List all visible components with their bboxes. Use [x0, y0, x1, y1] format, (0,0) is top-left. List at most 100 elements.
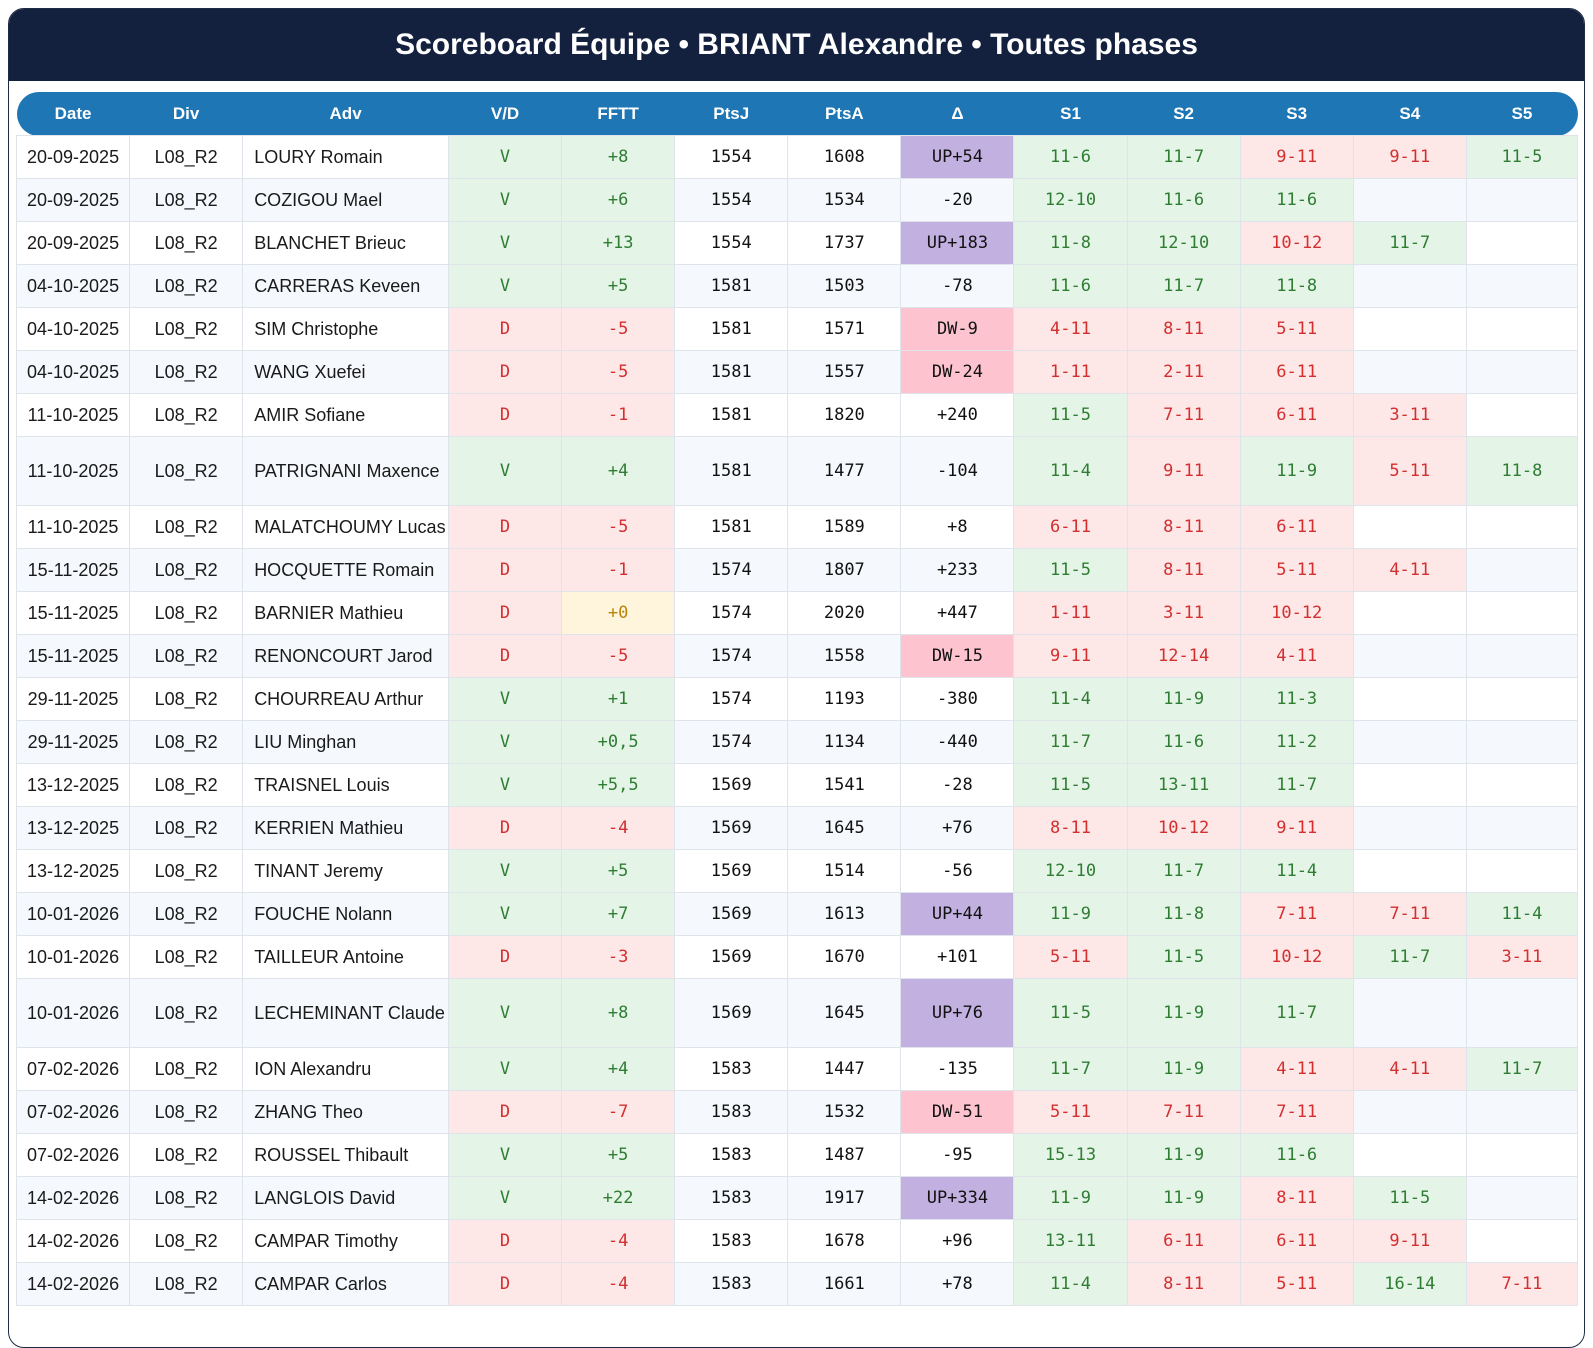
table-row[interactable]: 13-12-2025 L08_R2 KERRIEN Mathieu D -4 1569 16…	[15, 806, 1579, 850]
column-header[interactable]: Div	[129, 92, 243, 136]
fftt-points: +5	[561, 264, 676, 308]
set-score-4: 9-11	[1352, 1219, 1467, 1263]
result-badge: D	[447, 350, 563, 394]
table-row[interactable]: 10-01-2026 L08_R2 TAILLEUR Antoine D -3 1569 1…	[15, 935, 1579, 979]
opponent-name: CAMPAR Carlos	[242, 1262, 449, 1306]
opponent-name: PATRIGNANI Maxence	[242, 436, 449, 506]
table-row[interactable]: 15-11-2025 L08_R2 RENONCOURT Jarod D -5 1574 1…	[15, 634, 1579, 678]
set-score-1: 11-6	[1013, 264, 1128, 308]
division: L08_R2	[129, 221, 244, 265]
division: L08_R2	[129, 892, 244, 936]
scoreboard-table-wrapper: Date Div Adv V/D FFTT PtsJ PtsA Δ S1 S2 S3 S4 S5 20-…	[15, 92, 1579, 1306]
points-delta: UP+334	[900, 1176, 1015, 1220]
set-score-5	[1465, 806, 1579, 850]
column-header[interactable]: Δ	[900, 92, 1014, 136]
table-row[interactable]: 29-11-2025 L08_R2 CHOURREAU Arthur V +1 1574 1…	[15, 677, 1579, 721]
set-score-2: 12-14	[1126, 634, 1241, 678]
set-score-4: 11-7	[1352, 935, 1467, 979]
set-score-2: 11-9	[1126, 978, 1241, 1048]
set-score-1: 11-6	[1013, 135, 1128, 179]
table-row[interactable]: 11-10-2025 L08_R2 MALATCHOUMY Lucas D -5 1581…	[15, 505, 1579, 549]
set-score-4	[1352, 978, 1467, 1048]
table-row[interactable]: 15-11-2025 L08_R2 HOCQUETTE Romain D -1 1574 1…	[15, 548, 1579, 592]
table-row[interactable]: 07-02-2026 L08_R2 ZHANG Theo D -7 1583 1532 DW-…	[15, 1090, 1579, 1134]
player-points: 1581	[674, 264, 789, 308]
column-header[interactable]: S5	[1466, 92, 1578, 136]
fftt-points: -1	[561, 393, 676, 437]
table-row[interactable]: 04-10-2025 L08_R2 SIM Christophe D -5 1581 157…	[15, 307, 1579, 351]
points-delta: UP+183	[900, 221, 1015, 265]
set-score-5	[1465, 978, 1579, 1048]
points-delta: -95	[900, 1133, 1015, 1177]
set-score-3: 6-11	[1239, 350, 1354, 394]
set-score-3: 5-11	[1239, 1262, 1354, 1306]
set-score-2: 11-7	[1126, 264, 1241, 308]
set-score-5: 7-11	[1465, 1262, 1579, 1306]
opponent-name: FOUCHE Nolann	[242, 892, 449, 936]
opponent-points: 1645	[787, 978, 902, 1048]
column-header[interactable]: S3	[1240, 92, 1354, 136]
column-header[interactable]: V/D	[448, 92, 562, 136]
fftt-points: +0	[561, 591, 676, 635]
opponent-points: 1737	[787, 221, 902, 265]
table-row[interactable]: 13-12-2025 L08_R2 TINANT Jeremy V +5 1569 1514…	[15, 849, 1579, 893]
set-score-4	[1352, 350, 1467, 394]
column-header[interactable]: S1	[1013, 92, 1128, 136]
set-score-2: 11-8	[1126, 892, 1241, 936]
fftt-points: -5	[561, 307, 676, 351]
player-points: 1581	[674, 307, 789, 351]
table-row[interactable]: 11-10-2025 L08_R2 AMIR Sofiane D -1 1581 1820 +…	[15, 393, 1579, 437]
table-row[interactable]: 14-02-2026 L08_R2 CAMPAR Timothy D -4 1583 167…	[15, 1219, 1579, 1263]
column-header[interactable]: PtsJ	[674, 92, 788, 136]
table-row[interactable]: 14-02-2026 L08_R2 LANGLOIS David V +22 1583 19…	[15, 1176, 1579, 1220]
table-row[interactable]: 04-10-2025 L08_R2 WANG Xuefei D -5 1581 1557 DW…	[15, 350, 1579, 394]
table-row[interactable]: 14-02-2026 L08_R2 CAMPAR Carlos D -4 1583 1661…	[15, 1262, 1579, 1306]
table-row[interactable]: 13-12-2025 L08_R2 TRAISNEL Louis V +5,5 1569 1…	[15, 763, 1579, 807]
player-points: 1581	[674, 393, 789, 437]
table-row[interactable]: 10-01-2026 L08_R2 LECHEMINANT Claude V +8 156…	[15, 978, 1579, 1048]
player-points: 1583	[674, 1262, 789, 1306]
opponent-points: 1134	[787, 720, 902, 764]
scoreboard-table: Date Div Adv V/D FFTT PtsJ PtsA Δ S1 S2 S3 S4 S5 20-…	[15, 92, 1579, 1306]
column-header[interactable]: S4	[1353, 92, 1467, 136]
set-score-5	[1465, 1219, 1579, 1263]
opponent-points: 1807	[787, 548, 902, 592]
table-row[interactable]: 07-02-2026 L08_R2 ION Alexandru V +4 1583 1447…	[15, 1047, 1579, 1091]
set-score-1: 11-7	[1013, 1047, 1128, 1091]
opponent-name: LIU Minghan	[242, 720, 449, 764]
column-header[interactable]: Date	[16, 92, 130, 136]
table-row[interactable]: 15-11-2025 L08_R2 BARNIER Mathieu D +0 1574 20…	[15, 591, 1579, 635]
opponent-name: CAMPAR Timothy	[242, 1219, 449, 1263]
table-row[interactable]: 11-10-2025 L08_R2 PATRIGNANI Maxence V +4 158…	[15, 436, 1579, 506]
table-row[interactable]: 20-09-2025 L08_R2 COZIGOU Mael V +6 1554 1534-…	[15, 178, 1579, 222]
points-delta: +76	[900, 806, 1015, 850]
player-points: 1581	[674, 350, 789, 394]
set-score-4	[1352, 1090, 1467, 1134]
column-header[interactable]: PtsA	[787, 92, 901, 136]
column-header[interactable]: FFTT	[561, 92, 675, 136]
column-header[interactable]: S2	[1127, 92, 1241, 136]
opponent-points: 1487	[787, 1133, 902, 1177]
table-row[interactable]: 10-01-2026 L08_R2 FOUCHE Nolann V +7 1569 1613…	[15, 892, 1579, 936]
points-delta: UP+54	[900, 135, 1015, 179]
set-score-1: 9-11	[1013, 634, 1128, 678]
player-points: 1569	[674, 935, 789, 979]
set-score-1: 11-4	[1013, 677, 1128, 721]
player-points: 1569	[674, 978, 789, 1048]
set-score-2: 11-9	[1126, 677, 1241, 721]
column-header[interactable]: Adv	[242, 92, 449, 136]
table-row[interactable]: 20-09-2025 L08_R2 BLANCHET Brieuc V +13 1554 1…	[15, 221, 1579, 265]
table-row[interactable]: 29-11-2025 L08_R2 LIU Minghan V +0,5 1574 1134…	[15, 720, 1579, 764]
set-score-1: 13-11	[1013, 1219, 1128, 1263]
player-points: 1574	[674, 634, 789, 678]
set-score-5: 11-4	[1465, 892, 1579, 936]
division: L08_R2	[129, 436, 244, 506]
table-row[interactable]: 20-09-2025 L08_R2 LOURY Romain V +8 1554 1608 U…	[15, 135, 1579, 179]
fftt-points: +13	[561, 221, 676, 265]
table-row[interactable]: 04-10-2025 L08_R2 CARRERAS Keveen V +5 1581 15…	[15, 264, 1579, 308]
set-score-5	[1465, 264, 1579, 308]
player-points: 1554	[674, 221, 789, 265]
set-score-4: 4-11	[1352, 1047, 1467, 1091]
table-row[interactable]: 07-02-2026 L08_R2 ROUSSEL Thibault V +5 1583 1…	[15, 1133, 1579, 1177]
opponent-points: 1613	[787, 892, 902, 936]
